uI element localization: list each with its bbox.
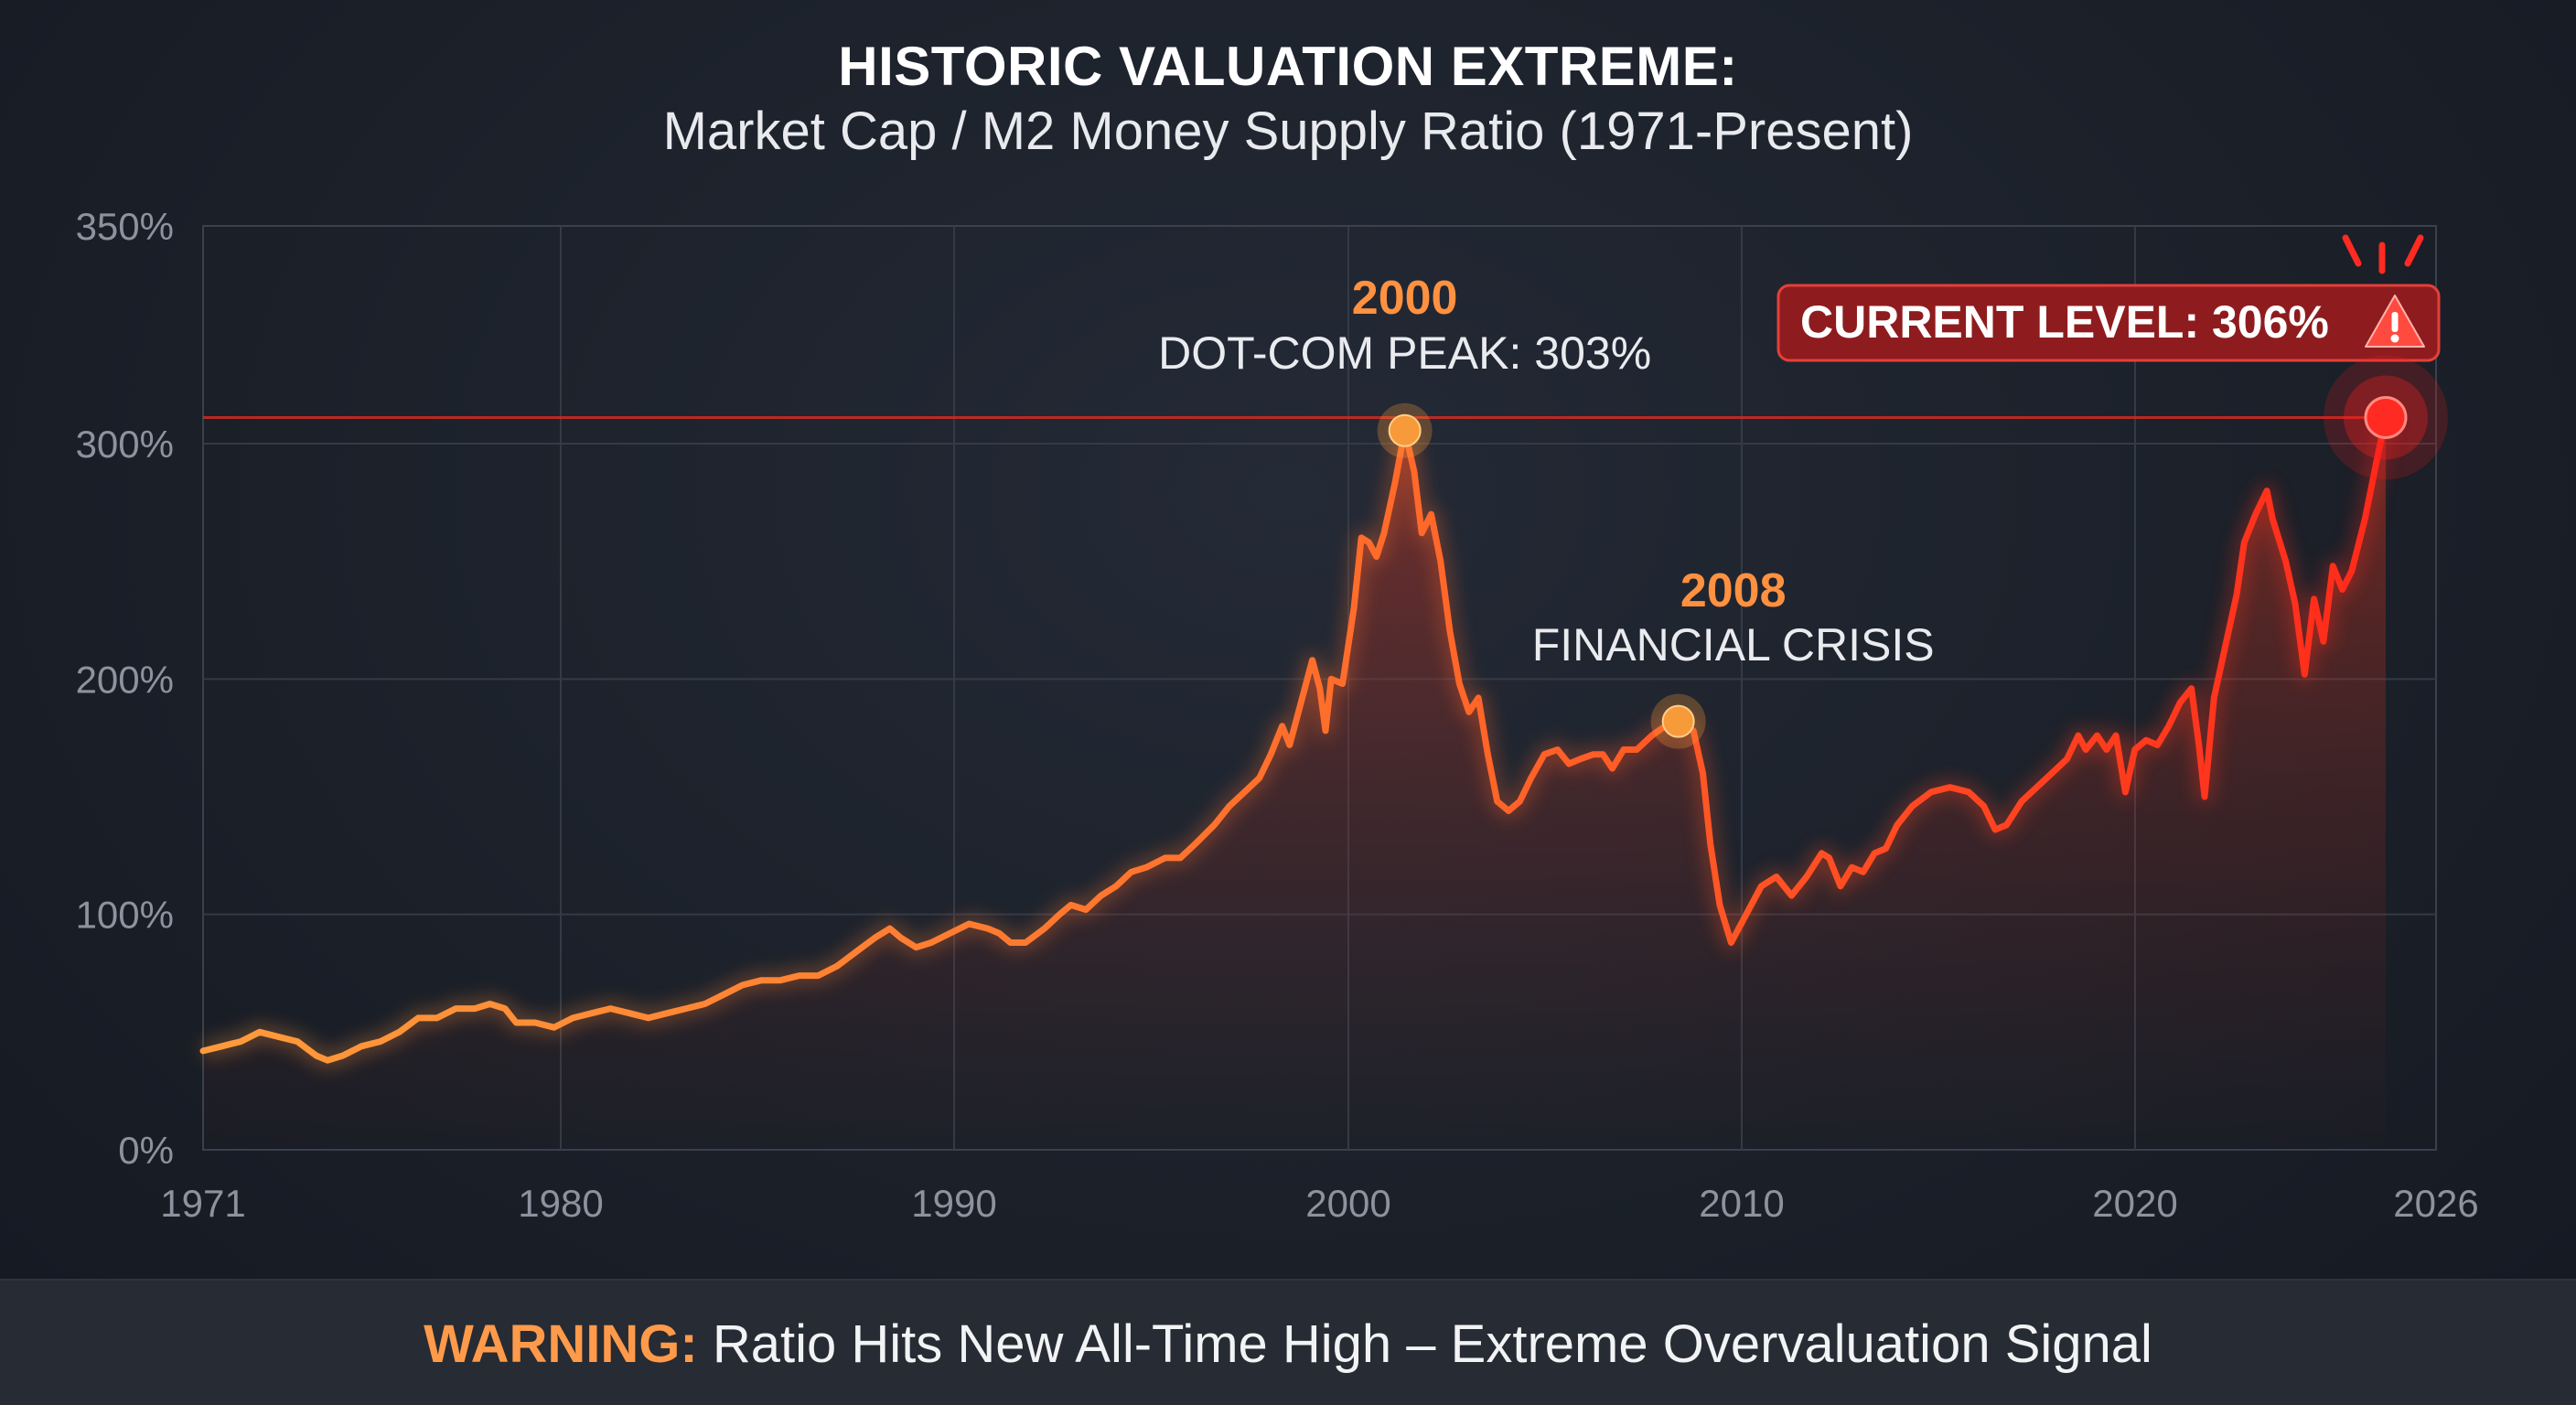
annotation-marker <box>1388 413 1422 447</box>
warning-icon-dot <box>2390 334 2399 343</box>
warning-message: WARNING: Ratio Hits New All-Time High – … <box>0 1314 2576 1375</box>
x-tick-label: 1980 <box>518 1182 603 1225</box>
alert-ray <box>2342 234 2362 267</box>
current-marker <box>2364 395 2408 439</box>
x-tick-label: 2020 <box>2092 1182 2177 1225</box>
series-line <box>199 413 2389 1064</box>
alert-ray <box>2404 234 2424 267</box>
annotation-text: DOT-COM PEAK: 303% <box>1158 327 1651 379</box>
warning-label: WARNING: <box>424 1314 698 1374</box>
x-tick-label: 2000 <box>1305 1182 1390 1225</box>
warning-icon-bar <box>2391 312 2399 332</box>
current-level-label: CURRENT LEVEL: 306% <box>1800 296 2329 348</box>
x-tick-label: 1971 <box>160 1182 245 1225</box>
chart-subtitle: Market Cap / M2 Money Supply Ratio (1971… <box>662 102 1914 161</box>
warning-footer: WARNING: Ratio Hits New All-Time High – … <box>0 1279 2576 1405</box>
warning-text: Ratio Hits New All-Time High – Extreme O… <box>697 1314 2152 1374</box>
y-tick-label: 0% <box>118 1129 174 1172</box>
annotation-marker <box>1661 704 1695 738</box>
annotation-text: FINANCIAL CRISIS <box>1532 619 1935 670</box>
x-tick-label: 2026 <box>2393 1182 2478 1225</box>
y-tick-label: 350% <box>76 205 174 248</box>
series-area-fill <box>203 417 2386 1150</box>
chart-title: HISTORIC VALUATION EXTREME: <box>838 36 1738 97</box>
x-tick-label: 1990 <box>911 1182 996 1225</box>
annotation-year: 2000 <box>1352 272 1458 325</box>
annotation-year: 2008 <box>1680 564 1787 617</box>
y-tick-label: 100% <box>76 894 174 937</box>
y-tick-label: 300% <box>76 423 174 466</box>
current-level-badge <box>1776 284 2441 362</box>
y-tick-label: 200% <box>76 658 174 701</box>
x-tick-label: 2010 <box>1699 1182 1784 1225</box>
